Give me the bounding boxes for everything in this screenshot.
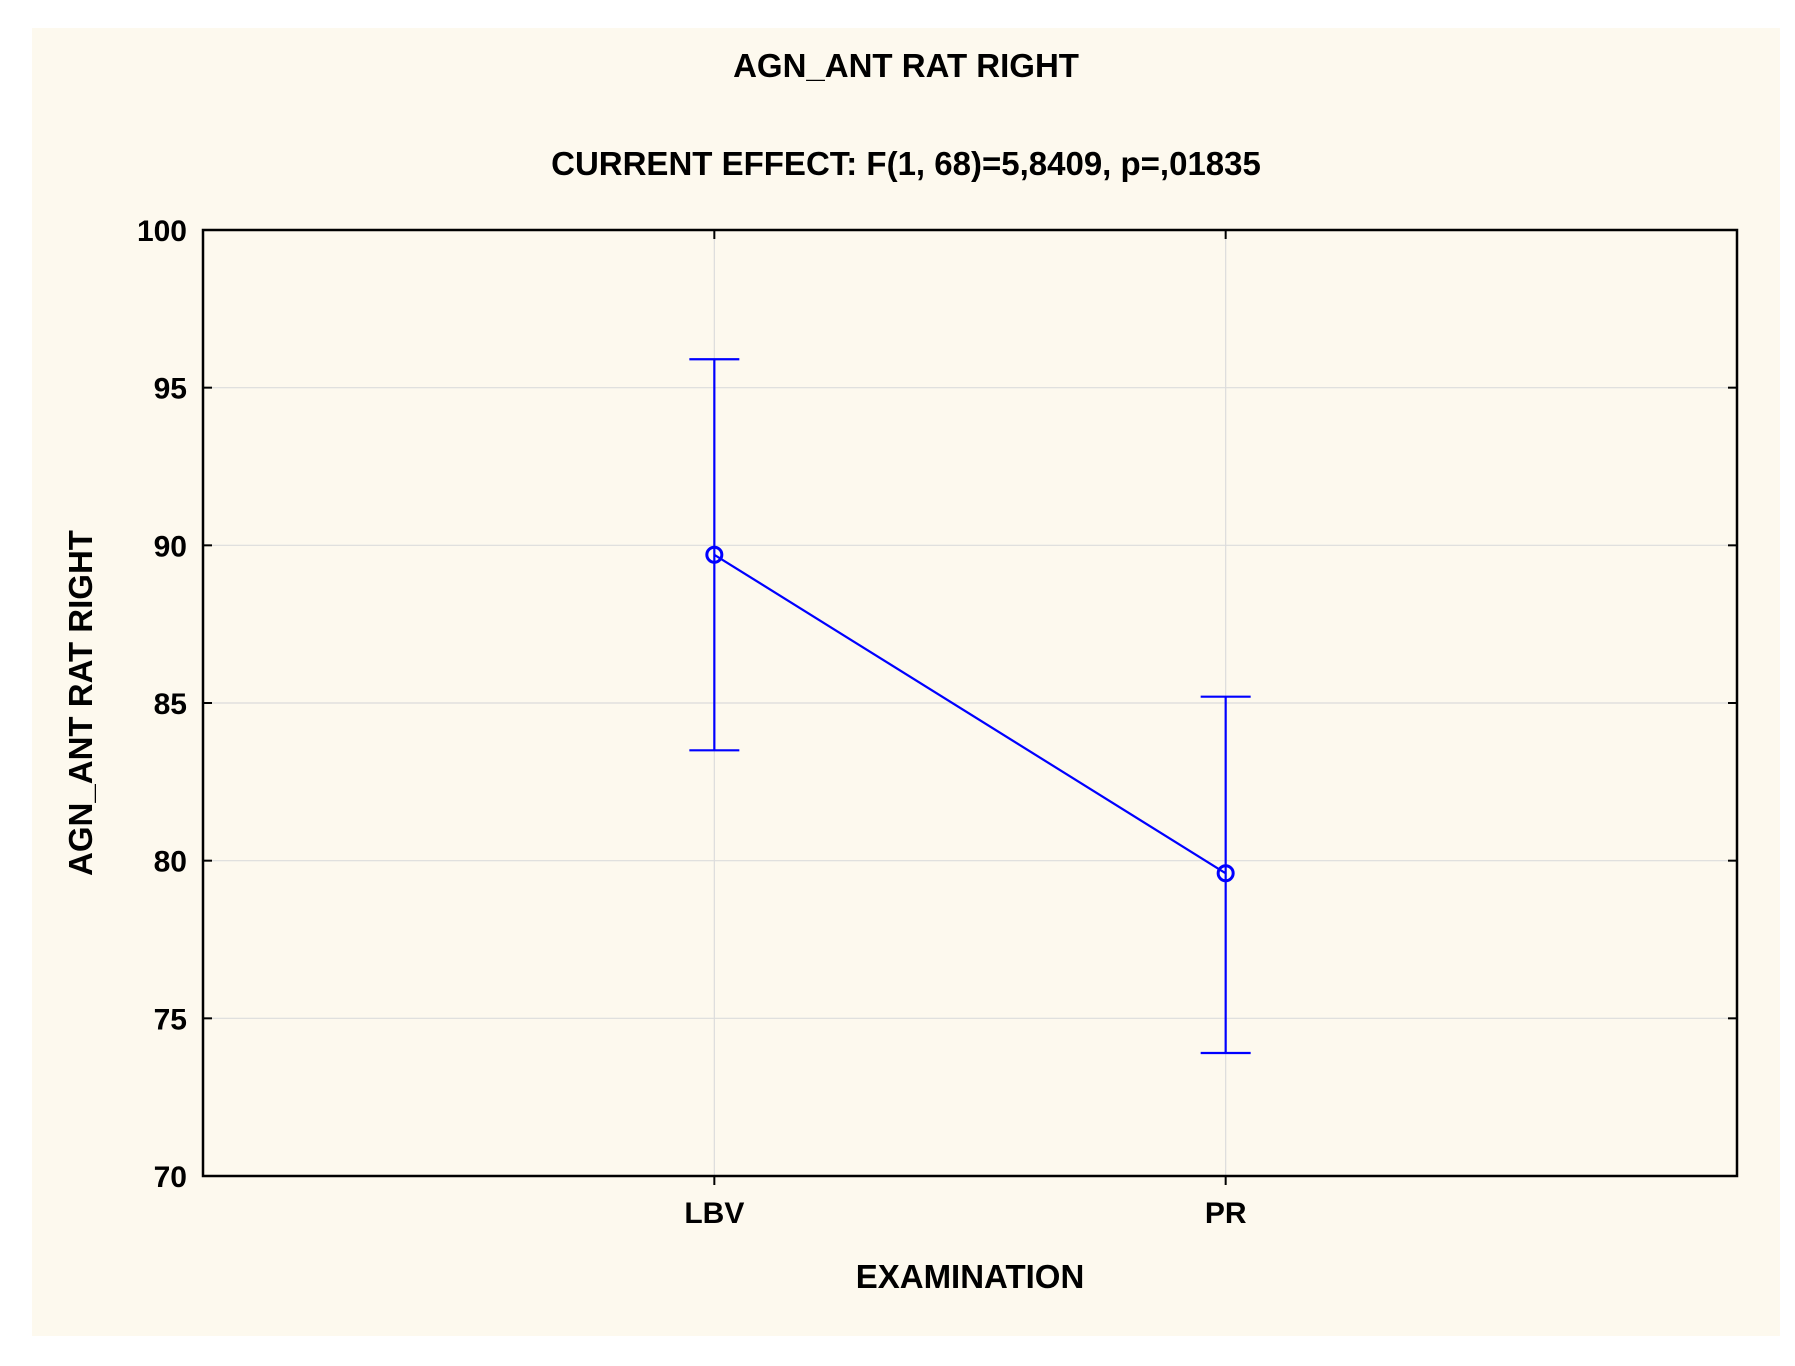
chart-svg: AGN_ANT RAT RIGHT CURRENT EFFECT: F(1, 6… (62, 47, 1739, 1295)
y-tick-label: 100 (137, 215, 187, 248)
y-tick-label: 90 (154, 530, 187, 563)
chart-subtitle: CURRENT EFFECT: F(1, 68)=5,8409, p=,0183… (551, 145, 1261, 182)
data-point (705, 545, 724, 564)
y-axis-label: AGN_ANT RAT RIGHT (62, 530, 99, 876)
x-tick-label: LBV (684, 1197, 744, 1230)
chart-frame: AGN_ANT RAT RIGHT CURRENT EFFECT: F(1, 6… (32, 28, 1780, 1336)
y-tick-label: 70 (154, 1161, 187, 1194)
chart-title: AGN_ANT RAT RIGHT (733, 47, 1079, 84)
ticks-layer: 100 95 90 85 80 75 70 LBV PR (137, 215, 1737, 1230)
y-tick-label: 75 (154, 1003, 187, 1036)
data-point (1216, 864, 1235, 883)
grid-layer (203, 230, 1737, 1176)
y-tick-label: 95 (154, 373, 187, 406)
x-axis-label: EXAMINATION (856, 1258, 1085, 1295)
y-tick-label: 85 (154, 688, 187, 721)
data-layer (689, 358, 1251, 1055)
x-tick-label: PR (1205, 1197, 1247, 1230)
series-line (713, 553, 1227, 875)
y-tick-label: 80 (154, 846, 187, 879)
